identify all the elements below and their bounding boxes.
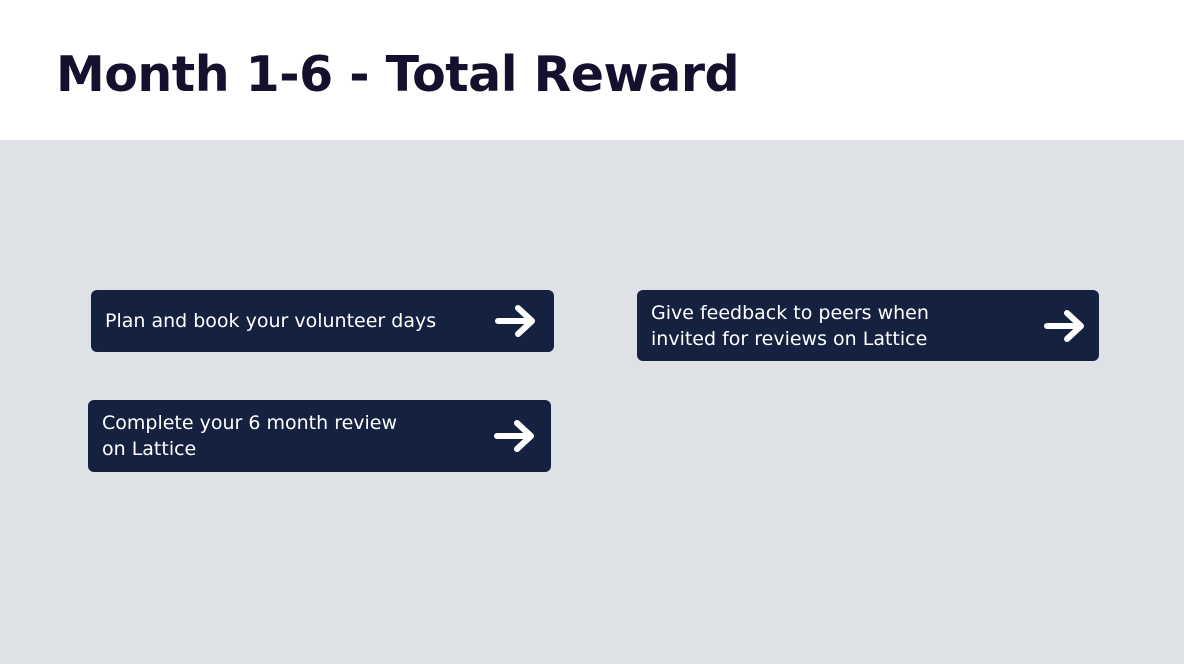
arrow-right-icon: [1043, 308, 1089, 344]
peer-feedback-label: Give feedback to peers when invited for …: [651, 301, 929, 350]
six-month-review-label: Complete your 6 month review on Lattice: [102, 412, 398, 460]
arrow-right-icon: [493, 418, 539, 454]
content-area: Plan and book your volunteer days Give f…: [0, 140, 1184, 664]
volunteer-days-button[interactable]: Plan and book your volunteer days: [91, 290, 554, 352]
arrow-right-icon: [494, 303, 540, 339]
page-title: Month 1-6 - Total Reward: [56, 46, 740, 103]
header: Month 1-6 - Total Reward: [0, 0, 1184, 140]
volunteer-days-label: Plan and book your volunteer days: [105, 310, 437, 332]
peer-feedback-button[interactable]: Give feedback to peers when invited for …: [637, 290, 1099, 361]
six-month-review-button[interactable]: Complete your 6 month review on Lattice: [88, 400, 551, 472]
